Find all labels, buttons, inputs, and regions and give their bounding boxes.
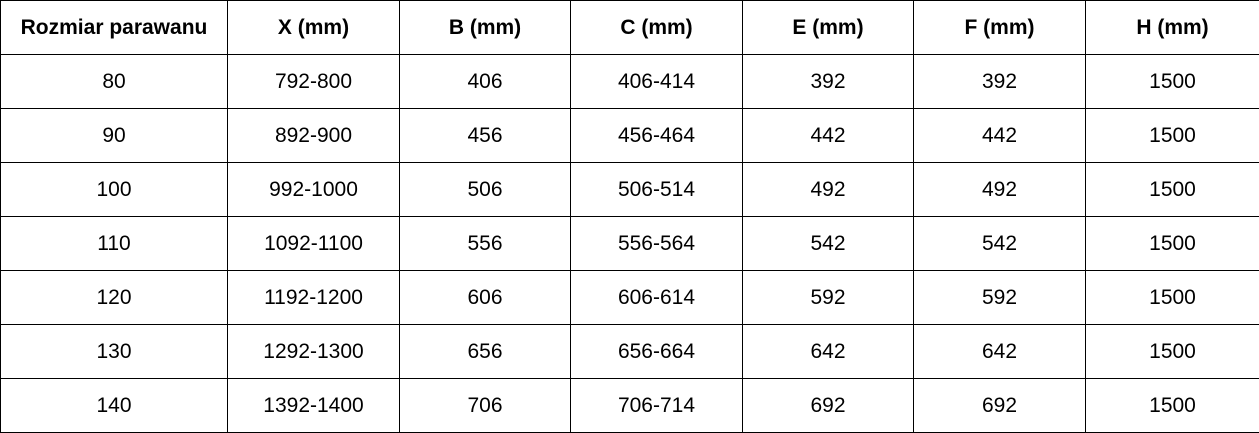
table-cell: 592: [913, 270, 1086, 325]
column-header: C (mm): [570, 0, 743, 55]
table-cell: 1500: [1085, 54, 1259, 109]
table-row: 130 1292-1300 656 656-664 642 642 1500: [0, 324, 1259, 379]
table-cell: 392: [913, 54, 1086, 109]
table-cell: 556: [399, 216, 571, 271]
column-header: Rozmiar parawanu: [0, 0, 228, 55]
table-row: 100 992-1000 506 506-514 492 492 1500: [0, 162, 1259, 217]
table-cell: 892-900: [227, 108, 400, 163]
table-cell: 1092-1100: [227, 216, 400, 271]
table-cell: 442: [913, 108, 1086, 163]
table-cell: 1500: [1085, 378, 1259, 433]
table-row: 90 892-900 456 456-464 442 442 1500: [0, 108, 1259, 163]
table-cell: 506-514: [570, 162, 743, 217]
table-cell: 1192-1200: [227, 270, 400, 325]
column-header: B (mm): [399, 0, 571, 55]
table-cell: 456: [399, 108, 571, 163]
table-cell: 506: [399, 162, 571, 217]
table-cell: 456-464: [570, 108, 743, 163]
table-cell: 642: [742, 324, 914, 379]
column-header: E (mm): [742, 0, 914, 55]
table-cell: 1500: [1085, 324, 1259, 379]
table-cell: 606-614: [570, 270, 743, 325]
table-cell: 642: [913, 324, 1086, 379]
table-cell: 592: [742, 270, 914, 325]
table-cell: 542: [913, 216, 1086, 271]
table-cell: 406: [399, 54, 571, 109]
table-cell: 692: [742, 378, 914, 433]
table-row: 140 1392-1400 706 706-714 692 692 1500: [0, 378, 1259, 433]
table-cell: 110: [0, 216, 228, 271]
table-cell: 692: [913, 378, 1086, 433]
table-cell: 140: [0, 378, 228, 433]
table-cell: 706: [399, 378, 571, 433]
table-cell: 706-714: [570, 378, 743, 433]
table-cell: 542: [742, 216, 914, 271]
table-cell: 406-414: [570, 54, 743, 109]
table-cell: 100: [0, 162, 228, 217]
table-cell: 992-1000: [227, 162, 400, 217]
table-cell: 556-564: [570, 216, 743, 271]
table-cell: 392: [742, 54, 914, 109]
table-cell: 792-800: [227, 54, 400, 109]
table-cell: 1500: [1085, 162, 1259, 217]
table-cell: 1500: [1085, 108, 1259, 163]
table-cell: 606: [399, 270, 571, 325]
column-header: X (mm): [227, 0, 400, 55]
table-row: 80 792-800 406 406-414 392 392 1500: [0, 54, 1259, 109]
table-cell: 1500: [1085, 270, 1259, 325]
table-cell: 1392-1400: [227, 378, 400, 433]
header-row: Rozmiar parawanu X (mm) B (mm) C (mm) E (mm)…: [0, 0, 1259, 55]
table-cell: 492: [913, 162, 1086, 217]
table-row: 120 1192-1200 606 606-614 592 592 1500: [0, 270, 1259, 325]
column-header: H (mm): [1085, 0, 1259, 55]
table-cell: 1500: [1085, 216, 1259, 271]
table-cell: 90: [0, 108, 228, 163]
table-cell: 120: [0, 270, 228, 325]
column-header: F (mm): [913, 0, 1086, 55]
table-row: 110 1092-1100 556 556-564 542 542 1500: [0, 216, 1259, 271]
table-cell: 442: [742, 108, 914, 163]
table-cell: 656-664: [570, 324, 743, 379]
table-cell: 492: [742, 162, 914, 217]
table-cell: 656: [399, 324, 571, 379]
table-cell: 80: [0, 54, 228, 109]
table-cell: 130: [0, 324, 228, 379]
table-cell: 1292-1300: [227, 324, 400, 379]
